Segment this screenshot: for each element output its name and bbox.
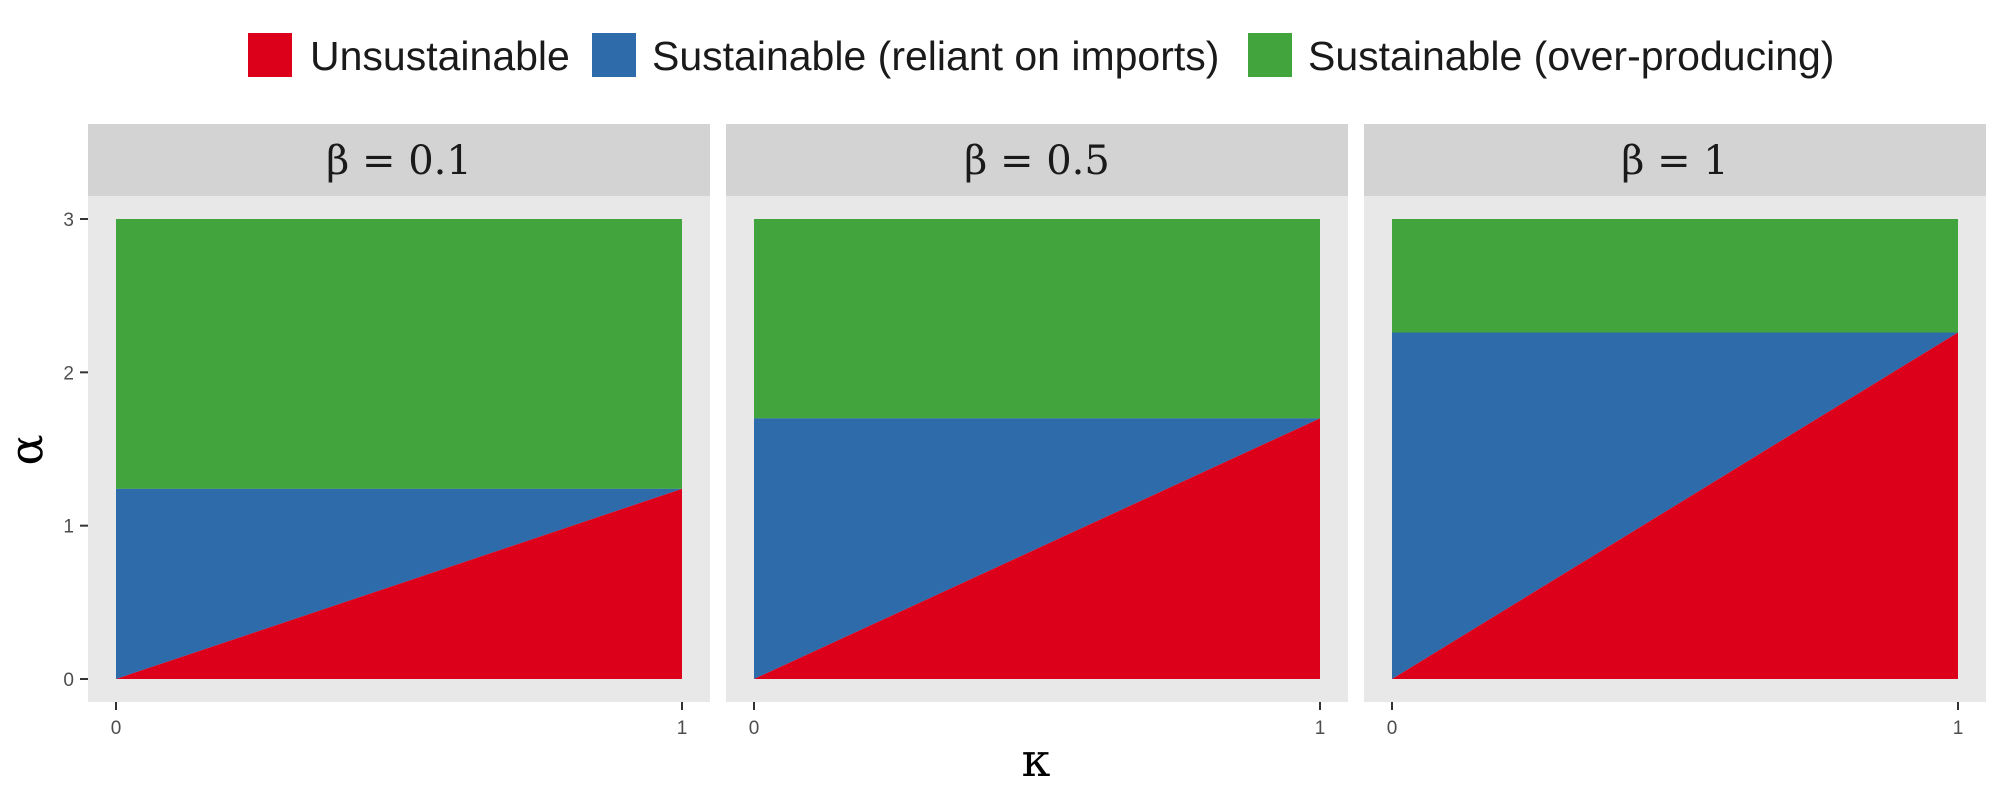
x-axis-title: κ [1022, 733, 1051, 787]
x-tick-label: 0 [111, 718, 122, 739]
region-over-producing [116, 219, 682, 489]
legend-label-2: Sustainable (reliant on imports) [652, 33, 1219, 79]
region-reliant-on-imports [754, 418, 1320, 679]
legend-key-1 [248, 33, 292, 77]
legend: Unsustainable Sustainable (reliant on imp… [248, 33, 1834, 79]
panel-strip [726, 124, 1348, 196]
region-unsustainable [1392, 332, 1958, 679]
y-tick-label: 2 [63, 363, 74, 384]
x-tick-label: 1 [1953, 718, 1964, 739]
panel-2: β = 0.5 0 1 [726, 124, 1348, 739]
legend-key-3 [1248, 33, 1292, 77]
y-tick-label: 0 [63, 670, 74, 691]
y-axis: 0 1 2 3 [63, 210, 88, 691]
panel-strip [88, 124, 710, 196]
panel-strip [1364, 124, 1986, 196]
region-over-producing [754, 219, 1320, 419]
panel-strip-label: β = 0.5 [964, 138, 1110, 184]
region-over-producing [1392, 219, 1958, 333]
y-tick-label: 1 [63, 517, 74, 538]
legend-key-2 [592, 33, 636, 77]
legend-label-3: Sustainable (over-producing) [1308, 33, 1834, 79]
panels: β = 0.1 0 1 β = 0.5 0 1 β = 1 0 1 [88, 124, 1986, 739]
x-tick-label: 0 [749, 718, 760, 739]
panel-3: β = 1 0 1 [1364, 124, 1986, 739]
y-axis-title: α [0, 434, 53, 465]
legend-label-1: Unsustainable [310, 33, 570, 79]
x-tick-label: 1 [677, 718, 688, 739]
region-unsustainable [116, 488, 682, 679]
y-tick-label: 3 [63, 210, 74, 231]
x-tick-label: 1 [1315, 718, 1326, 739]
x-tick-label: 0 [1387, 718, 1398, 739]
panel-strip-label: β = 0.1 [326, 138, 472, 184]
panel-1: β = 0.1 0 1 [88, 124, 710, 739]
panel-strip-label: β = 1 [1621, 138, 1729, 184]
region-unsustainable [754, 418, 1320, 679]
